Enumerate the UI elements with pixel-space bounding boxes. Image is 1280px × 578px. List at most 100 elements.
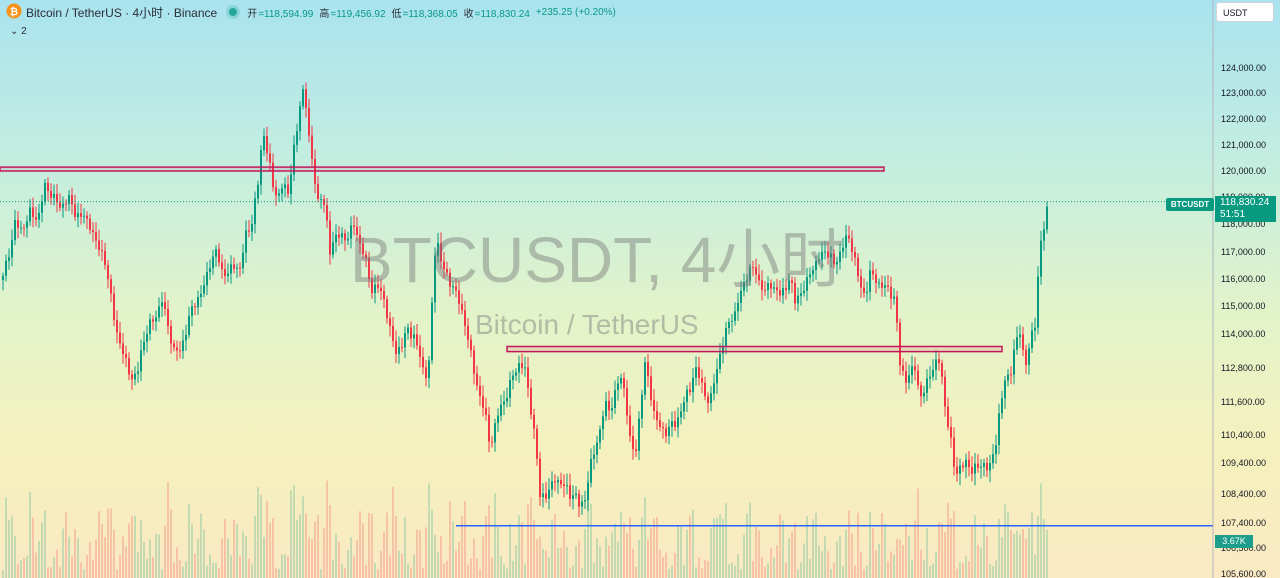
- volume-bar: [893, 554, 895, 578]
- candle-body: [785, 288, 787, 291]
- volume-bar: [17, 563, 19, 578]
- candle-body: [497, 415, 499, 424]
- volume-bar: [1004, 504, 1006, 578]
- candle-body: [902, 365, 904, 371]
- volume-bar: [449, 500, 451, 578]
- candle-body: [59, 202, 61, 208]
- price-tick-label: 110,400.00: [1221, 430, 1265, 440]
- candle-body: [158, 306, 160, 318]
- candle-body: [467, 325, 469, 340]
- candle-body: [980, 466, 982, 468]
- candle-body: [1013, 349, 1015, 375]
- volume-bar: [278, 568, 280, 578]
- candle-body: [899, 322, 901, 366]
- candle-body: [353, 225, 355, 227]
- volume-bar: [872, 528, 874, 578]
- volume-bar: [602, 566, 604, 578]
- volume-bar: [1034, 554, 1036, 578]
- price-tick-label: 108,400.00: [1221, 489, 1266, 499]
- candle-body: [977, 463, 979, 468]
- candle-body: [668, 426, 670, 436]
- candle-body: [689, 389, 691, 393]
- candle-body: [425, 367, 427, 379]
- volume-bar: [611, 532, 613, 578]
- volume-bar: [761, 557, 763, 578]
- candle-body: [971, 467, 973, 474]
- volume-bar: [482, 536, 484, 578]
- price-tick-label: 120,000.00: [1221, 166, 1266, 176]
- volume-bar: [242, 531, 244, 578]
- volume-bar: [956, 568, 958, 578]
- volume-bar: [770, 548, 772, 578]
- candle-body: [587, 482, 589, 501]
- price-tick-label: 105,600.00: [1221, 569, 1266, 578]
- candle-body: [707, 396, 709, 404]
- candle-body: [647, 362, 649, 377]
- symbol-title[interactable]: Bitcoin / TetherUS · 4小时 · Binance: [26, 5, 218, 20]
- candle-body: [965, 459, 967, 468]
- candle-body: [419, 345, 421, 357]
- currency-selector[interactable]: USDT: [1216, 2, 1274, 22]
- candle-body: [194, 306, 196, 308]
- candle-body: [191, 306, 193, 316]
- candle-body: [782, 288, 784, 296]
- candle-body: [179, 350, 181, 352]
- volume-bar: [866, 565, 868, 578]
- volume-bar: [464, 501, 466, 578]
- candle-body: [938, 359, 940, 364]
- candle-body: [665, 428, 667, 437]
- volume-bar: [275, 567, 277, 578]
- volume-bar: [899, 539, 901, 578]
- price-tick-label: 112,800.00: [1221, 363, 1265, 373]
- candle-body: [983, 462, 985, 467]
- volume-bar: [74, 529, 76, 578]
- candle-body: [152, 319, 154, 322]
- volume-bar: [203, 529, 205, 578]
- volume-bar: [968, 561, 970, 578]
- volume-bar: [23, 557, 25, 578]
- volume-bar: [65, 511, 67, 578]
- candle-body: [17, 220, 19, 228]
- candle-body: [62, 203, 64, 208]
- candle-body: [917, 370, 919, 386]
- volume-bar: [362, 523, 364, 578]
- candle-body: [803, 290, 805, 294]
- volume-bar: [233, 520, 235, 578]
- candle-body: [464, 310, 466, 326]
- volume-bar: [716, 517, 718, 578]
- candle-body: [224, 269, 226, 277]
- volume-bar: [848, 510, 850, 578]
- candle-body: [98, 240, 100, 250]
- last-price-label: 118,830.24 51:51: [1215, 196, 1276, 222]
- candle-body: [704, 382, 706, 397]
- volume-bar: [728, 564, 730, 578]
- candle-body: [701, 378, 703, 383]
- volume-bar: [980, 547, 982, 578]
- volume-bar: [68, 536, 70, 578]
- volume-bar: [566, 547, 568, 578]
- candle-body: [446, 269, 448, 273]
- volume-bar: [740, 569, 742, 578]
- candle-body: [116, 320, 118, 333]
- volume-bar: [920, 549, 922, 578]
- volume-bar: [905, 523, 907, 578]
- candle-body: [671, 421, 673, 427]
- volume-bar: [437, 552, 439, 578]
- candle-body: [359, 234, 361, 244]
- volume-bar: [419, 530, 421, 578]
- candle-body: [422, 356, 424, 368]
- volume-bar: [293, 485, 295, 578]
- candle-body: [863, 287, 865, 293]
- volume-bar: [266, 500, 268, 578]
- candle-body: [518, 363, 520, 373]
- candle-body: [32, 207, 34, 217]
- volume-bars: [2, 480, 1048, 578]
- candle-body: [512, 375, 514, 380]
- candle-body: [236, 267, 238, 269]
- indicator-toggle[interactable]: ⌄ 2: [10, 26, 27, 37]
- volume-bar: [908, 535, 910, 578]
- volume-bar: [971, 526, 973, 578]
- candle-body: [857, 257, 859, 277]
- volume-bar: [152, 557, 154, 578]
